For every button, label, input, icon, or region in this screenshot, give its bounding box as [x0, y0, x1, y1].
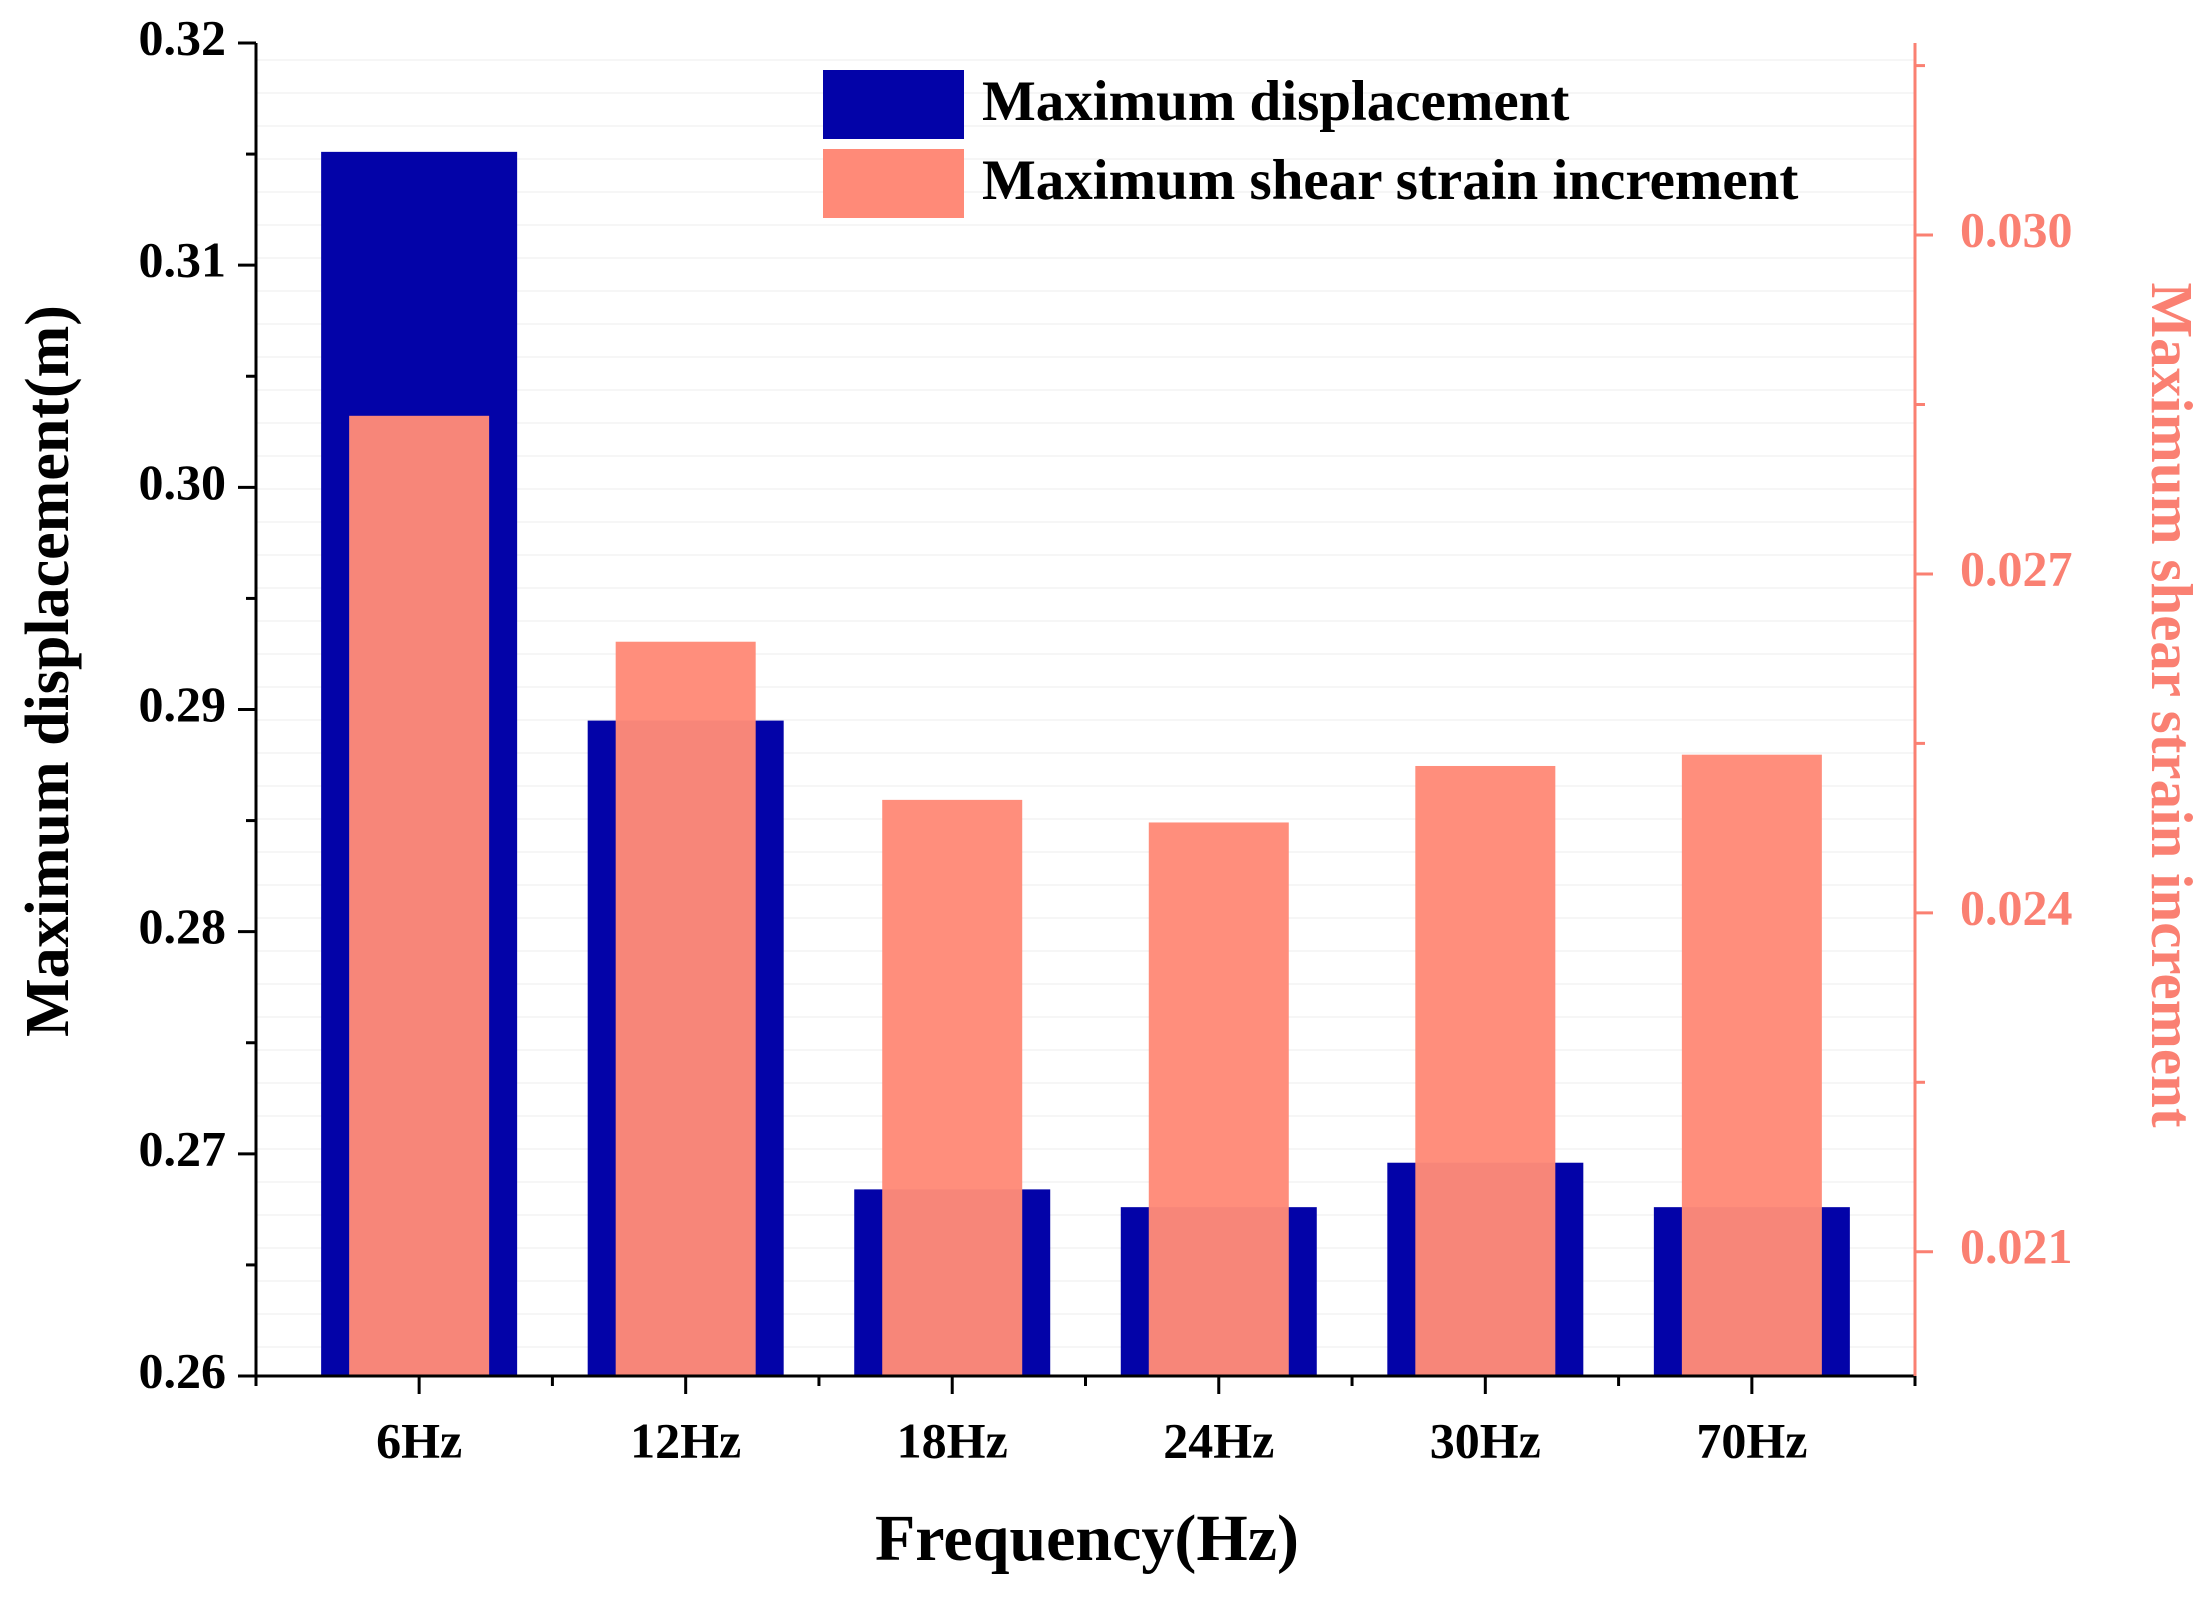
legend-label-series1: Maximum displacement: [982, 70, 1569, 133]
y2-tick-label: 0.030: [1960, 202, 2073, 258]
y-tick-label: 0.26: [139, 1342, 227, 1398]
grid-layer: [256, 59, 1915, 1348]
y2-tick-label: 0.024: [1960, 879, 2073, 935]
bar-shear-strain-30Hz: [1415, 765, 1556, 1376]
y-tick-label: 0.27: [139, 1120, 227, 1176]
legend-swatch-series1: [823, 70, 964, 139]
legend: Maximum displacement Maximum shear strai…: [823, 70, 1798, 218]
y-tick-label: 0.28: [139, 898, 227, 954]
x-tick-label: 24Hz: [1163, 1412, 1274, 1468]
x-tick-label: 70Hz: [1696, 1412, 1807, 1468]
axes-layer: 0.26 0.27 0.28 0.29 0.30 0.31 0.32 0.021 0.024 0.…: [139, 9, 2073, 1468]
bars-layer: [321, 151, 1850, 1376]
y-tick-label: 0.30: [139, 454, 227, 510]
y-tick-label: 0.29: [139, 676, 227, 732]
x-tick-label: 18Hz: [897, 1412, 1008, 1468]
bar-shear-strain-18Hz: [882, 799, 1023, 1376]
bar-shear-strain-24Hz: [1148, 822, 1289, 1376]
x-tick-label: 12Hz: [630, 1412, 741, 1468]
y-axis-title: Maximum displacement(m): [14, 305, 82, 1037]
y-tick-label: 0.32: [139, 9, 227, 65]
x-tick-label: 6Hz: [376, 1412, 462, 1468]
bar-shear-strain-70Hz: [1681, 754, 1822, 1376]
legend-label-series2: Maximum shear strain increment: [982, 149, 1798, 212]
y2-axis-title: Maximum shear strain increment: [2139, 282, 2195, 1127]
y-tick-label: 0.31: [139, 232, 227, 288]
y2-tick-label: 0.021: [1960, 1218, 2073, 1274]
bar-shear-strain-12Hz: [615, 641, 756, 1376]
x-tick-label: 30Hz: [1430, 1412, 1541, 1468]
bar-shear-strain-6Hz: [349, 415, 490, 1376]
x-axis-title: Frequency(Hz): [875, 1502, 1299, 1575]
legend-swatch-series2: [823, 149, 964, 218]
y2-tick-label: 0.027: [1960, 540, 2073, 596]
